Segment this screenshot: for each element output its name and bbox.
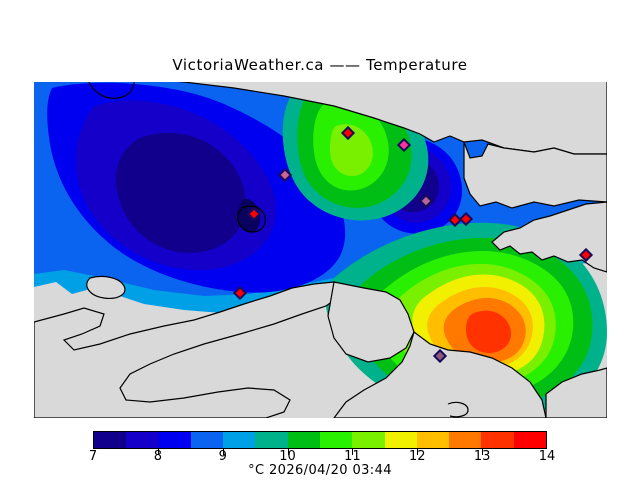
map-canvas[interactable] (34, 82, 607, 418)
colorbar-swatch-2 (158, 432, 191, 448)
colorbar-tick (482, 449, 484, 455)
colorbar-swatch-9 (384, 432, 417, 448)
colorbar-tick-labels: 7 8 9 10 11 12 13 14 (0, 449, 640, 465)
station-marker[interactable] (232, 285, 248, 301)
temperature-contour-map (34, 82, 607, 418)
station-marker[interactable] (340, 125, 356, 141)
colorbar-tick-label: 8 (153, 449, 162, 464)
land-south (34, 281, 341, 418)
station-marker[interactable] (447, 212, 463, 228)
land-masses (34, 82, 607, 418)
colorbar-swatch-1 (126, 432, 159, 448)
colorbar-tick (222, 449, 224, 455)
islet-southwest (86, 275, 126, 299)
colorbar-swatch-7 (319, 432, 353, 448)
colorbar-tick-label: 11 (344, 449, 361, 464)
station-markers[interactable] (232, 125, 594, 364)
colorbar-swatch-4 (223, 432, 256, 448)
band-warm-13_5 (466, 310, 512, 354)
colorbar-tick-label: 14 (538, 449, 556, 464)
station-marker[interactable] (246, 206, 262, 222)
colorbar-swatch-5 (255, 432, 288, 448)
colorbar-ticks (93, 449, 547, 459)
band-greenlobe-11_5 (330, 124, 373, 176)
station-marker[interactable] (277, 167, 293, 183)
coast-detail-central (237, 205, 266, 233)
colorbar-tick (287, 449, 289, 455)
colorbar-swatch-8 (352, 432, 385, 448)
colorbar-tick (157, 449, 159, 455)
band-07_5 (116, 132, 246, 253)
land-northeast (463, 141, 607, 209)
lake-northwest (88, 82, 135, 99)
station-marker[interactable] (418, 193, 434, 209)
colorbar-swatch-3 (190, 432, 224, 448)
colorbar-swatch-13 (513, 432, 546, 448)
colorbar-tick-label: 9 (218, 449, 227, 464)
bay-inlet-south (327, 281, 415, 363)
colorbar-swatch-11 (449, 432, 482, 448)
colorbar[interactable] (93, 431, 547, 455)
colorbar-swatch-0 (94, 432, 127, 448)
colorbar-swatch-6 (287, 432, 320, 448)
colorbar-tick-label: 12 (409, 449, 426, 464)
colorbar-tick-label: 13 (473, 449, 491, 464)
land-southeast (333, 330, 547, 418)
colorbar-tick-label: 7 (88, 449, 98, 464)
colorbar-tick-label: 10 (279, 449, 296, 464)
page-title: VictoriaWeather.ca —— Temperature (172, 56, 468, 74)
islet-south-small (447, 401, 469, 418)
colorbar-caption: °C 2026/04/20 03:44 (248, 463, 392, 478)
colorbar-swatch-10 (416, 432, 450, 448)
land-far-southeast (545, 367, 607, 418)
colorbar-swatch-12 (481, 432, 514, 448)
colorbar-tick (352, 449, 354, 455)
station-marker[interactable] (578, 247, 594, 263)
station-marker[interactable] (396, 137, 412, 153)
land-east-peninsula (491, 201, 607, 273)
colorbar-gradient (93, 431, 547, 449)
station-marker[interactable] (432, 348, 448, 364)
colorbar-tick (417, 449, 419, 455)
station-marker[interactable] (458, 211, 474, 227)
